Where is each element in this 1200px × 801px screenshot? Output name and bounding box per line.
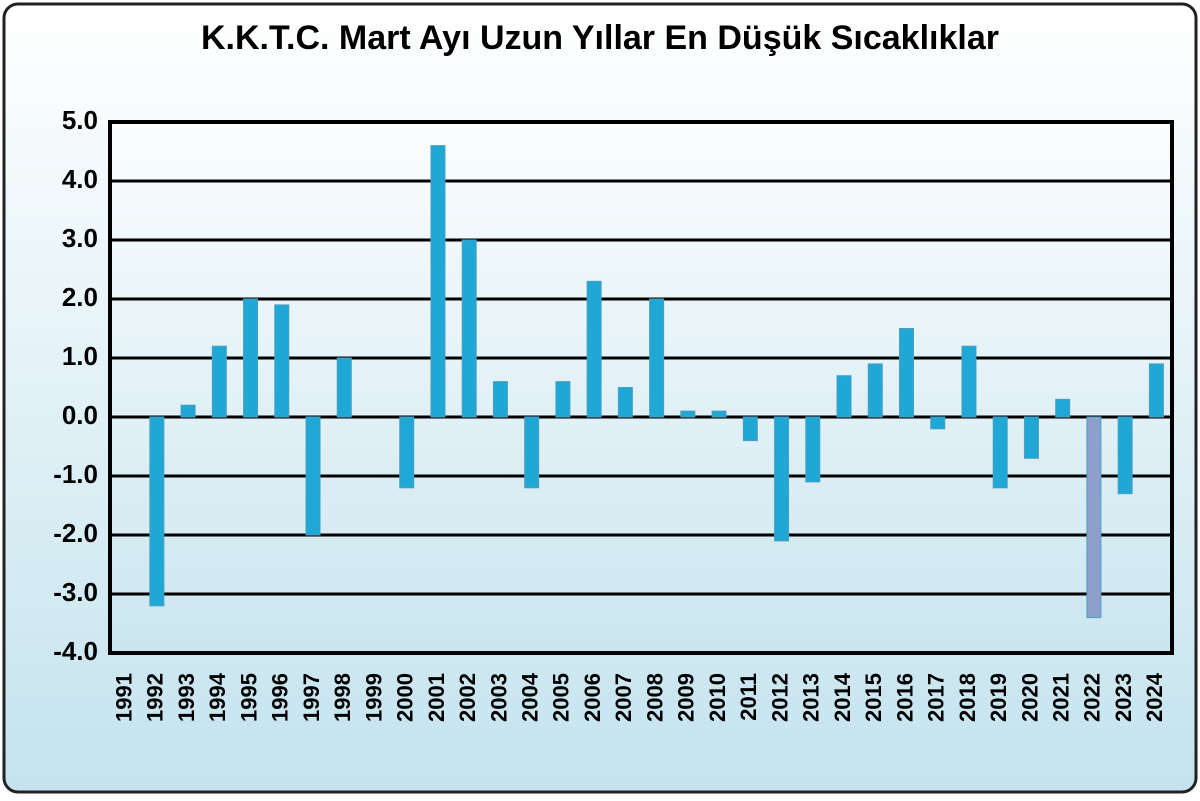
x-tick-label: 1994 [205, 672, 230, 722]
bar [961, 345, 977, 418]
bar [430, 145, 446, 418]
y-tick-label: -4.0 [53, 636, 98, 666]
bar [836, 375, 852, 418]
bar [867, 363, 883, 418]
bar [930, 416, 946, 430]
bar [461, 239, 477, 418]
bar [305, 416, 321, 536]
x-tick-label: 1997 [299, 673, 324, 722]
bar [1055, 398, 1071, 418]
plot-area [110, 122, 1172, 653]
bar [243, 298, 259, 418]
y-tick-label: 0.0 [62, 400, 98, 430]
bar [992, 416, 1008, 489]
bar [617, 387, 633, 418]
x-tick-label: 1993 [174, 673, 199, 722]
x-tick-label: 2020 [1017, 673, 1042, 722]
bar [492, 381, 508, 418]
bar [1086, 416, 1102, 619]
bar [1148, 363, 1164, 418]
y-tick-label: -1.0 [53, 459, 98, 489]
bar [586, 280, 602, 418]
x-tick-label: 2002 [455, 673, 480, 722]
x-tick-label: 2021 [1048, 673, 1073, 722]
x-tick-label: 2016 [892, 673, 917, 722]
x-tick-label: 2019 [986, 673, 1011, 722]
bar [336, 357, 352, 418]
x-tick-label: 2022 [1080, 673, 1105, 722]
x-tick-label: 2004 [517, 672, 542, 722]
bar [274, 304, 290, 418]
y-tick-label: 1.0 [62, 341, 98, 371]
x-tick-label: 2009 [674, 673, 699, 722]
bar [899, 328, 914, 418]
x-tick-label: 1992 [143, 673, 168, 722]
x-tick-label: 2023 [1111, 673, 1136, 722]
bar [742, 416, 758, 442]
x-tick-label: 1999 [361, 673, 386, 722]
bar [555, 381, 571, 418]
bar [711, 410, 727, 418]
x-tick-label: 2008 [642, 673, 667, 722]
x-tick-label: 2014 [830, 672, 855, 722]
y-tick-label: 5.0 [62, 105, 98, 135]
x-tick-label: 2018 [955, 673, 980, 722]
bar [805, 416, 821, 483]
bar [774, 416, 790, 542]
bar [399, 416, 415, 489]
y-tick-label: -3.0 [53, 577, 98, 607]
bar [649, 298, 665, 418]
y-tick-label: 2.0 [62, 282, 98, 312]
x-tick-label: 2006 [580, 673, 605, 722]
x-tick-label: 2024 [1142, 672, 1167, 722]
chart-title: K.K.T.C. Mart Ayı Uzun Yıllar En Düşük S… [201, 19, 999, 57]
bar [1117, 416, 1133, 495]
x-tick-label: 2012 [767, 673, 792, 722]
x-tick-label: 2001 [424, 673, 449, 722]
bar [180, 404, 196, 418]
x-tick-label: 2010 [705, 673, 730, 722]
x-tick-label: 2005 [549, 673, 574, 722]
y-tick-label: 4.0 [62, 164, 98, 194]
bar [149, 416, 165, 607]
bar [524, 416, 540, 489]
x-tick-label: 2007 [611, 673, 636, 722]
plot-border [108, 120, 1174, 655]
x-tick-label: 2017 [924, 673, 949, 722]
bar [211, 345, 227, 418]
y-tick-label: -2.0 [53, 518, 98, 548]
x-tick-label: 2015 [861, 673, 886, 722]
bar [680, 410, 696, 418]
x-tick-label: 1998 [330, 673, 355, 722]
x-tick-label: 1991 [111, 673, 136, 722]
x-tick-label: 1995 [236, 673, 261, 722]
x-tick-label: 2011 [736, 673, 761, 721]
x-tick-label: 2013 [799, 673, 824, 722]
bar [1023, 416, 1039, 459]
x-tick-label: 2003 [486, 673, 511, 722]
y-tick-label: 3.0 [62, 223, 98, 253]
x-tick-label: 2000 [393, 673, 418, 722]
x-tick-label: 1996 [268, 673, 293, 722]
